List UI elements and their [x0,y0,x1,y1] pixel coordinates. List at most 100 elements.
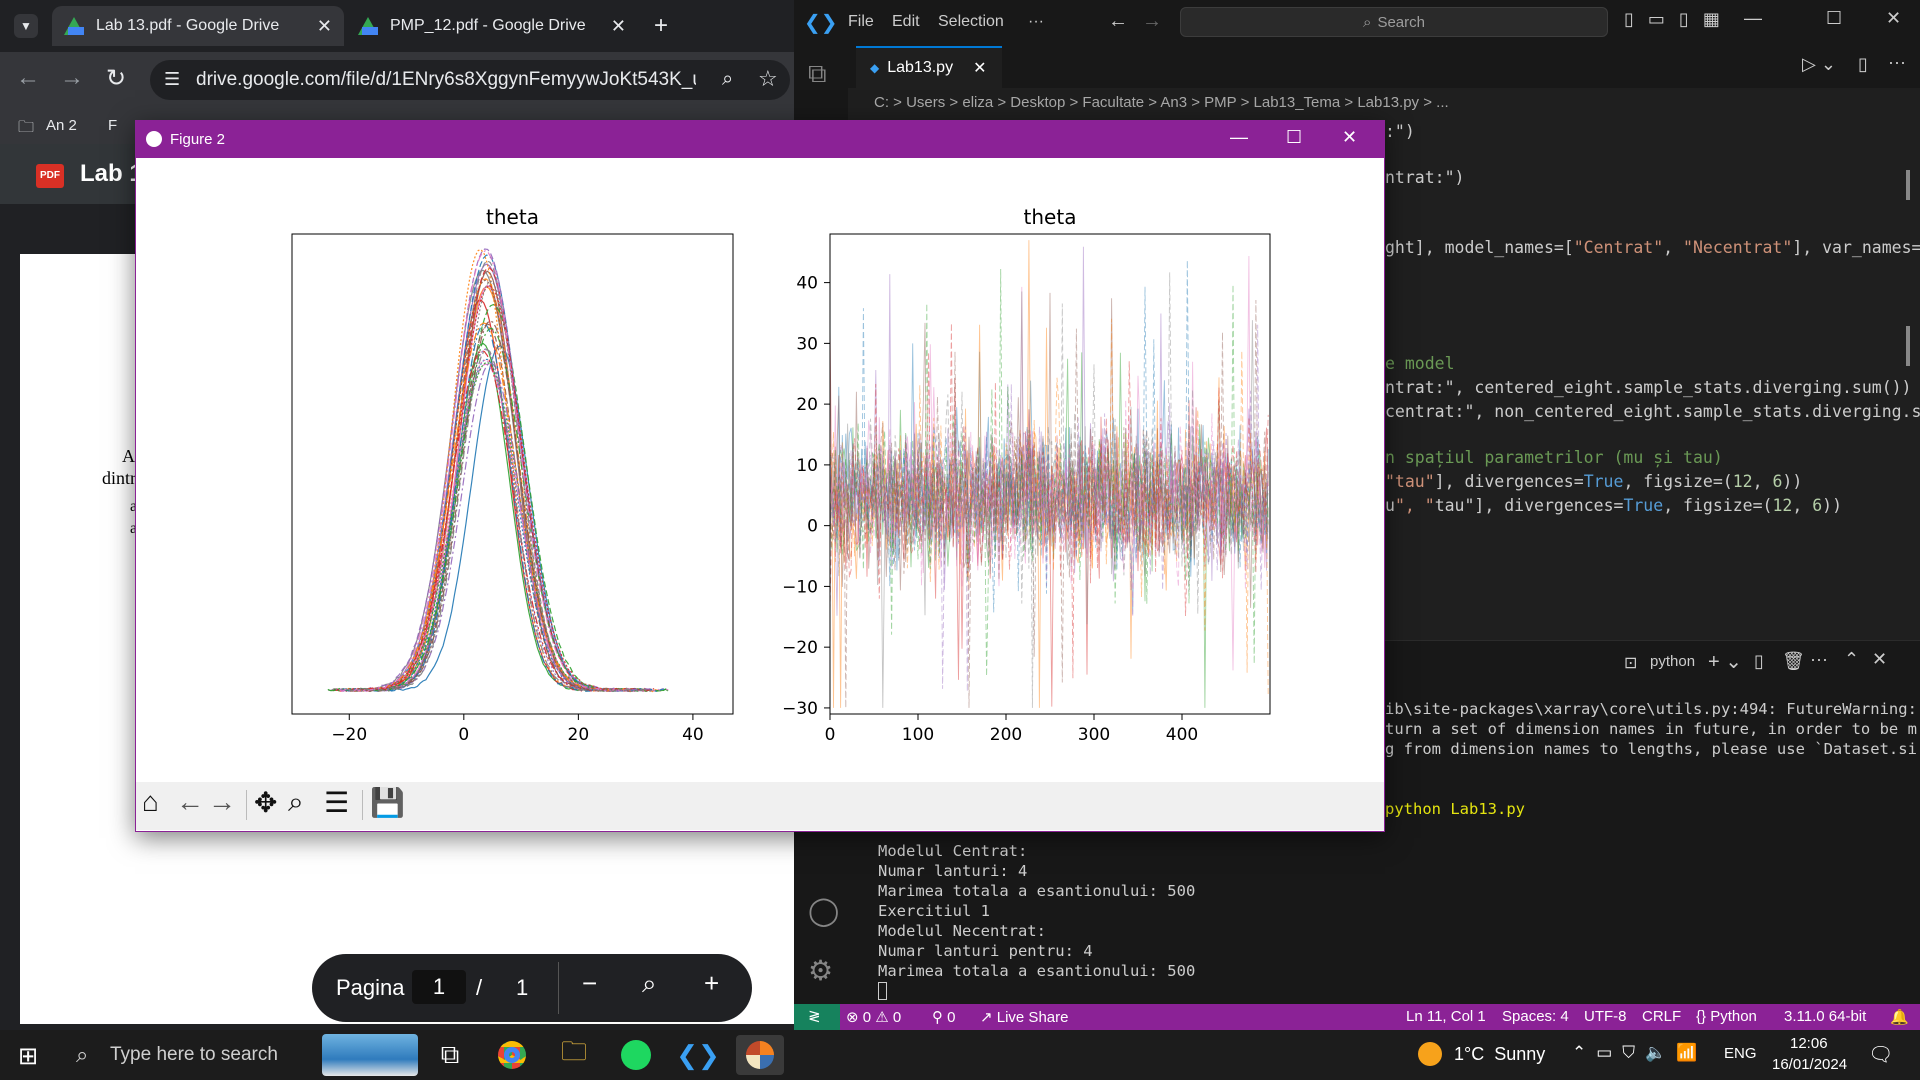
maximize-icon[interactable]: ☐ [1826,8,1843,28]
terminal-tab-label[interactable]: python [1650,653,1696,670]
zoom-out-icon[interactable]: − [582,968,598,998]
taskbar-search[interactable]: ⌕ Type here to search [60,1030,420,1080]
bookmark-an2[interactable]: An 2 [46,117,77,134]
minimap-scroll[interactable] [1906,170,1910,200]
home-icon[interactable]: ⌂ [142,786,159,817]
configure-icon[interactable]: ☰ [324,787,350,818]
tab-search-icon[interactable]: ▼ [14,14,38,38]
trace-series-line [829,255,1269,671]
settings-gear-icon[interactable]: ⚙ [808,955,834,986]
notifications-bell-icon[interactable]: 🔔 [1890,1009,1909,1026]
minimap-scroll[interactable] [1906,326,1910,366]
vscode-app-icon[interactable]: ❮❯ [676,1039,720,1070]
indentation[interactable]: Spaces: 4 [1502,1008,1569,1025]
url-text: drive.google.com/file/d/1ENry6s8XggynFem… [196,69,696,90]
new-tab-icon[interactable]: + [654,12,669,39]
y-tick-label: 20 [796,395,818,415]
file-explorer-icon[interactable]: 🗀 [560,1036,587,1066]
close-tab-icon[interactable]: ✕ [610,15,626,36]
close-panel-icon[interactable]: ✕ [1872,649,1888,669]
nav-back-icon[interactable]: ← [1108,10,1128,32]
code-line: e model [1385,354,1455,373]
python-interpreter[interactable]: 3.11.0 64-bit [1784,1008,1867,1025]
minimize-icon[interactable]: — [1744,8,1762,28]
spotify-icon[interactable] [612,1035,660,1075]
language-mode[interactable]: {} Python [1696,1008,1757,1025]
explorer-icon[interactable]: ⧉ [808,58,827,88]
google-drive-icon [64,17,84,35]
split-editor-icon[interactable]: ▯ [1858,54,1868,74]
kde-series-line [350,363,669,692]
plot-title: theta [1024,205,1077,229]
close-icon[interactable]: ✕ [1886,8,1902,28]
forward-icon[interactable]: → [60,64,84,91]
bookmark-star-icon[interactable]: ☆ [758,66,778,91]
reload-icon[interactable]: ↻ [106,65,127,92]
close-tab-icon[interactable]: ✕ [316,15,332,36]
y-tick-label: −10 [782,577,818,597]
figure-canvas[interactable]: theta −20 0 20 40 theta 0 100 200 300 400 −30 −20 −10… [136,158,1384,782]
python-figure-app-icon[interactable] [736,1035,784,1075]
layout-icons[interactable]: ▯▭▯▦ [1624,9,1734,29]
menu-more[interactable]: ··· [1028,13,1044,30]
save-icon[interactable]: 💾 [370,787,405,818]
bookmark-f[interactable]: F [108,117,118,134]
notification-center-icon[interactable]: 🗨 [1868,1044,1894,1066]
pan-icon[interactable]: ✥ [254,787,278,818]
minimize-icon[interactable]: — [1230,127,1248,147]
chrome-app-icon[interactable] [488,1035,536,1075]
maximize-panel-icon[interactable]: ⌃ [1844,649,1860,669]
close-tab-icon[interactable]: ✕ [973,60,987,77]
cursor-position[interactable]: Ln 11, Col 1 [1406,1008,1486,1025]
page-input[interactable]: 1 [412,970,466,1004]
weather-text[interactable]: 1°C Sunny [1454,1044,1546,1064]
nav-forward-icon[interactable]: → [1142,10,1162,32]
close-icon[interactable]: ✕ [1342,127,1358,147]
eol[interactable]: CRLF [1642,1008,1682,1025]
split-terminal-icon[interactable]: ▯ [1754,651,1764,671]
tab-pmp12[interactable]: PMP_12.pdf - Google Drive ✕ [346,6,638,46]
account-icon[interactable]: ◯ [808,895,840,926]
tab-lab13-py[interactable]: ◆ Lab13.py ✕ [856,46,1002,88]
maximize-icon[interactable]: ☐ [1286,127,1303,147]
search-icon: ⌕ [76,1042,89,1067]
zoom-icon[interactable]: ⌕ [288,786,304,817]
menu-selection[interactable]: Selection [938,13,1004,30]
problems-status[interactable]: ⊗ 0 ⚠ 0 [846,1009,902,1026]
address-bar[interactable]: ☰ drive.google.com/file/d/1ENry6s8XggynF… [150,60,790,100]
zoom-icon[interactable]: ⌕ [722,68,734,90]
language-indicator[interactable]: ENG [1724,1045,1757,1062]
back-icon[interactable]: ← [16,64,40,91]
trace-series-line [829,272,1269,708]
tab-lab13[interactable]: Lab 13.pdf - Google Drive ✕ [52,6,344,46]
menu-edit[interactable]: Edit [892,13,920,30]
live-share-status[interactable]: ↗ Live Share [980,1009,1069,1026]
windows-start-icon[interactable]: ⊞ [18,1043,39,1070]
clock-date[interactable]: 16/01/2024 [1772,1056,1848,1073]
breadcrumb[interactable]: C: > Users > eliza > Desktop > Facultate… [874,93,1449,111]
terminal-line: g from dimension names to lengths, pleas… [1385,740,1917,758]
fit-zoom-icon[interactable]: ⌕ [642,968,657,998]
zoom-in-icon[interactable]: + [704,968,720,998]
trace-series-line [829,323,1269,679]
trash-icon[interactable]: 🗑 [1782,651,1805,671]
more-actions-icon[interactable]: ··· [1888,52,1906,72]
encoding[interactable]: UTF-8 [1584,1008,1627,1025]
site-info-icon[interactable]: ☰ [164,69,181,89]
tray-icons[interactable]: ⌃▭⛉🔈📶 [1572,1043,1708,1062]
forward-icon[interactable]: → [208,786,236,817]
terminal-line: Numar lanturi pentru: 4 [878,942,1093,960]
terminal-line: Modelul Centrat: [878,842,1028,860]
more-icon[interactable]: ··· [1810,649,1828,669]
task-view-icon[interactable]: ⧉ [440,1039,460,1069]
back-icon[interactable]: ← [176,786,204,817]
ports-status[interactable]: ⚲ 0 [932,1009,956,1026]
command-search[interactable]: ⌕ Search [1180,7,1608,37]
run-icon[interactable]: ▷ ⌄ [1802,54,1836,74]
menu-file[interactable]: File [848,13,874,30]
new-terminal-icon[interactable]: + ⌄ [1708,651,1742,673]
kde-series-line [340,362,650,692]
remote-icon[interactable]: ≷ [794,1004,840,1030]
kde-series-line [327,327,643,692]
clock-time[interactable]: 12:06 [1790,1035,1828,1052]
